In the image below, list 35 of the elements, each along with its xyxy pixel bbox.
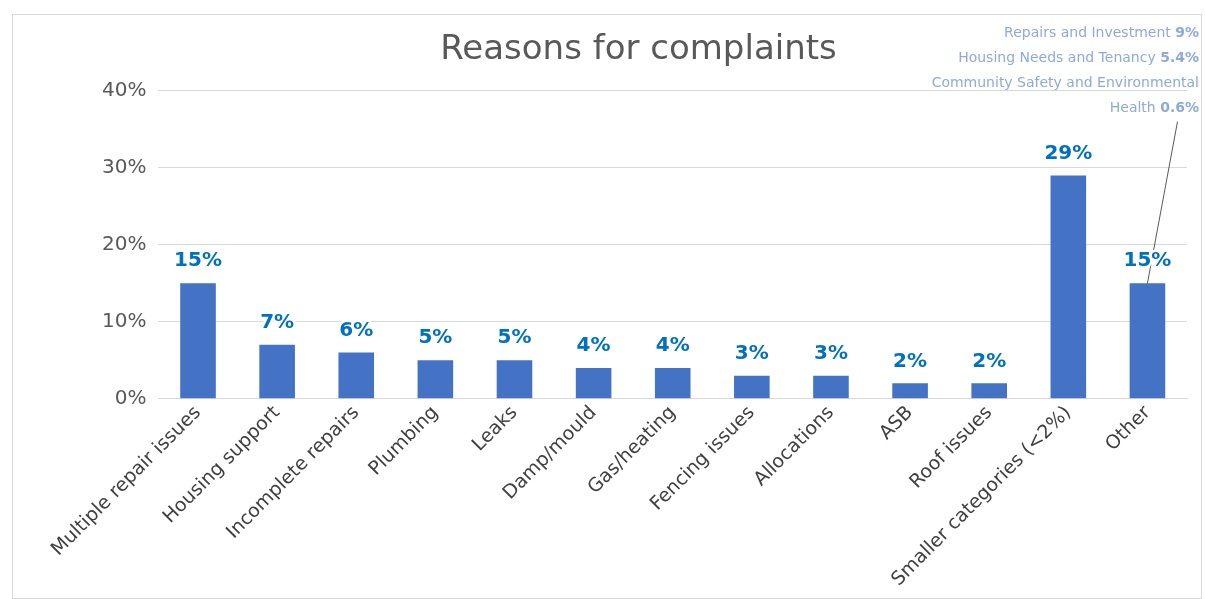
bar [813, 375, 849, 399]
data-label: 3% [813, 339, 848, 364]
data-label: 15% [174, 247, 222, 272]
bar [971, 383, 1007, 399]
text: Housing Needs and Tenancy 5.4% [958, 49, 1199, 65]
text: Repairs and Investment 9% [1004, 24, 1199, 40]
y-tick-label: 40% [102, 77, 147, 101]
chart-title: Reasons for complaints [440, 27, 837, 68]
y-tick-label: 10% [102, 307, 147, 332]
data-label: 15% [1123, 247, 1172, 272]
data-label: 2% [972, 347, 1007, 372]
bar [338, 352, 375, 399]
data-label: 6% [339, 316, 374, 341]
data-label: 5% [497, 324, 532, 349]
y-tick-label: 20% [102, 230, 147, 255]
y-tick-label: 30% [102, 153, 147, 178]
data-label: 4% [576, 332, 611, 357]
data-label: 5% [418, 324, 453, 349]
data-label: 3% [734, 339, 769, 364]
bar [892, 383, 928, 399]
data-label: 29% [1044, 139, 1093, 164]
y-tick-label: 0% [114, 384, 147, 409]
data-label: 2% [893, 347, 928, 372]
bar [734, 375, 770, 399]
bar [1129, 283, 1166, 399]
bar [417, 360, 454, 399]
bar [1050, 175, 1087, 399]
data-label: 4% [655, 332, 690, 357]
bar [259, 344, 295, 399]
data-label: 7% [260, 309, 295, 334]
bar [496, 360, 533, 399]
bar [180, 283, 216, 399]
annotation: Community Safety and Environmental Health 0.6% [931, 74, 1199, 115]
bar [654, 367, 691, 399]
bar [575, 367, 612, 399]
